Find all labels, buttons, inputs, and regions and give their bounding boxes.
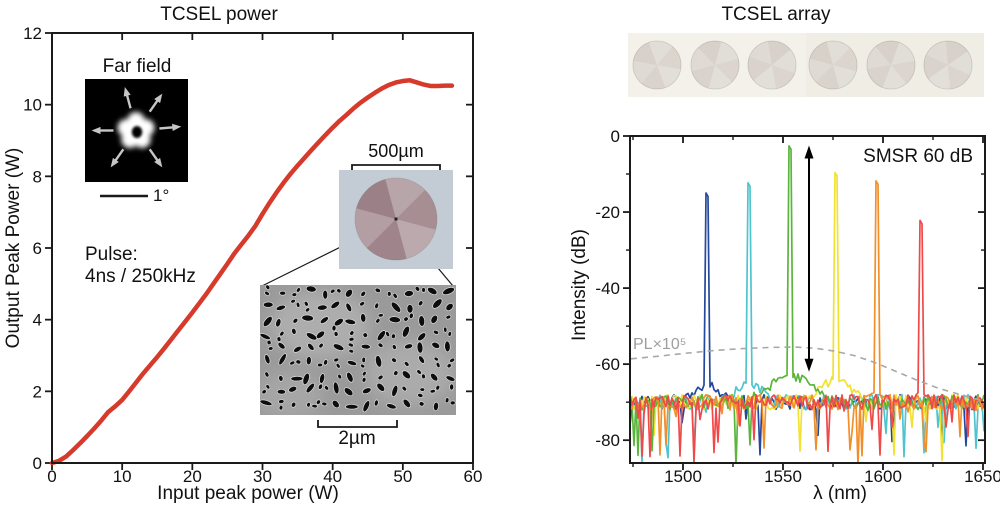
y-tick-label: -20 (595, 203, 620, 222)
y-tick-label: 8 (33, 167, 42, 186)
y-tick-label: 0 (33, 454, 42, 473)
farfield-scale-label: 1° (153, 186, 170, 205)
smsr-arrow (804, 145, 814, 372)
farfield-arrow-icon (148, 148, 163, 168)
pulse-annotation: Pulse: 4ns / 250kHz (85, 244, 196, 288)
smsr-annotation: SMSR 60 dB (863, 146, 973, 167)
farfield-arrow-icon (123, 87, 132, 109)
farfield-inset-image (85, 79, 188, 182)
y-tick-label: 12 (23, 24, 42, 43)
y-tick-label: -40 (595, 279, 620, 298)
pl-curve-label: PL×10⁵ (633, 336, 687, 353)
spectrum-laser-4 (630, 171, 985, 462)
right-x-axis-label: λ (nm) (813, 483, 867, 504)
farfield-arrow-icon (159, 123, 182, 131)
y-tick-label: -60 (595, 355, 620, 374)
x-tick-label: 1600 (864, 467, 902, 486)
right-chart: 1500 1550 1600 1650 0 -20 -40 -60 -80 (595, 127, 1000, 486)
left-y-axis-label: Output Peak Power (W) (3, 147, 24, 349)
pulse-annotation-line1: Pulse: (85, 244, 138, 265)
x-tick-label: 40 (323, 467, 342, 486)
sem-inset-image (260, 285, 456, 415)
array-photo (628, 33, 984, 97)
device-scale-label: 500µm (368, 141, 424, 161)
sem-scale-label: 2µm (338, 428, 376, 449)
farfield-arrow-icon (91, 126, 114, 135)
y-tick-label: -80 (595, 431, 620, 450)
y-tick-label: 2 (33, 382, 42, 401)
bracket-500um (351, 164, 441, 173)
farfield-arrow-icon (110, 148, 125, 168)
array-device-4 (808, 40, 858, 90)
bracket-2um (317, 420, 398, 428)
x-tick-label: 10 (113, 467, 132, 486)
farfield-inset-title: Far field (102, 56, 172, 77)
spectrum-laser-6 (630, 219, 985, 463)
x-tick-label: 1500 (664, 467, 702, 486)
y-tick-label: 4 (33, 311, 42, 330)
spectrum-laser-1 (630, 192, 985, 456)
pulse-annotation-line2: 4ns / 250kHz (85, 266, 196, 287)
x-tick-label: 50 (393, 467, 412, 486)
device-photo-inset (339, 170, 453, 269)
x-tick-label: 1550 (764, 467, 802, 486)
array-device-5 (866, 40, 916, 90)
x-tick-label: 0 (47, 467, 56, 486)
y-tick-label: 10 (23, 96, 42, 115)
array-device-2 (690, 40, 740, 90)
array-device-1 (632, 40, 682, 90)
x-tick-label: 30 (253, 467, 272, 486)
left-panel-title: TCSEL power (160, 4, 278, 25)
device-centre-dot (394, 217, 398, 221)
farfield-arrow-icon (148, 93, 163, 113)
right-y-axis-label: Intensity (dB) (569, 229, 590, 341)
pl-curve (630, 346, 985, 403)
y-tick-label: 6 (33, 239, 42, 258)
right-panel-title: TCSEL array (721, 4, 831, 25)
array-device-6 (923, 40, 973, 90)
x-tick-label: 20 (183, 467, 202, 486)
x-tick-label: 60 (464, 467, 483, 486)
y-tick-label: 0 (611, 127, 620, 146)
spectrum-laser-5 (630, 180, 985, 463)
output-power-curve (49, 78, 455, 466)
x-tick-label: 1650 (964, 467, 1000, 486)
array-device-3 (747, 40, 797, 90)
left-x-axis-label: Input peak power (W) (157, 483, 339, 504)
